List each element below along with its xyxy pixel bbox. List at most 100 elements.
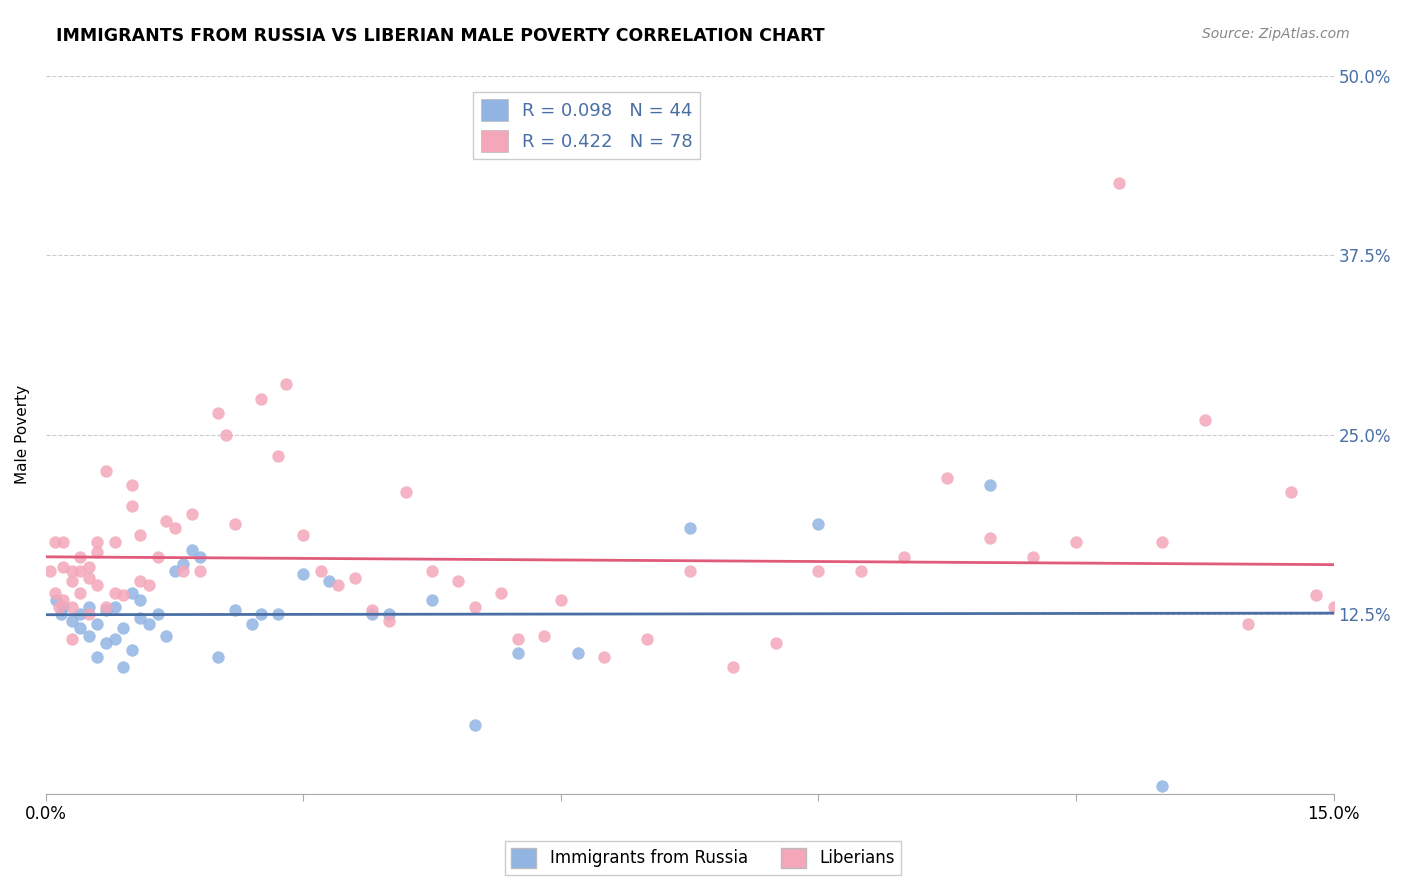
Point: [69, 607, 91, 621]
Point: [1279, 485, 1302, 500]
Point: [224, 516, 246, 531]
Point: [679, 564, 702, 578]
Point: [104, 599, 127, 614]
Point: [69, 622, 91, 636]
Point: [45, 592, 67, 607]
Point: [1305, 589, 1327, 603]
Point: [86, 535, 108, 549]
Point: [979, 531, 1001, 545]
Point: [86, 545, 108, 559]
Point: [506, 646, 529, 660]
Point: [447, 574, 470, 588]
Point: [893, 549, 915, 564]
Point: [146, 607, 169, 621]
Legend: Immigrants from Russia, Liberians: Immigrants from Russia, Liberians: [505, 841, 901, 875]
Point: [361, 607, 384, 621]
Point: [378, 615, 401, 629]
Point: [361, 603, 384, 617]
Point: [224, 603, 246, 617]
Point: [52, 592, 75, 607]
Point: [1322, 599, 1344, 614]
Point: [343, 571, 366, 585]
Point: [163, 521, 186, 535]
Point: [1340, 780, 1362, 794]
Point: [112, 589, 135, 603]
Point: [1150, 535, 1173, 549]
Point: [378, 607, 401, 621]
Point: [121, 643, 143, 657]
Point: [326, 578, 349, 592]
Point: [464, 717, 486, 731]
Point: [94, 463, 117, 477]
Point: [121, 585, 143, 599]
Point: [506, 632, 529, 646]
Point: [1194, 413, 1216, 427]
Point: [464, 599, 486, 614]
Point: [765, 636, 787, 650]
Point: [69, 549, 91, 564]
Point: [146, 549, 169, 564]
Point: [420, 564, 443, 578]
Point: [39, 564, 62, 578]
Point: [94, 636, 117, 650]
Point: [104, 585, 127, 599]
Point: [190, 564, 212, 578]
Point: [1022, 549, 1045, 564]
Point: [77, 607, 100, 621]
Point: [77, 629, 100, 643]
Y-axis label: Male Poverty: Male Poverty: [15, 385, 30, 484]
Point: [155, 514, 177, 528]
Point: [240, 617, 263, 632]
Point: [420, 592, 443, 607]
Point: [1340, 765, 1362, 780]
Point: [86, 578, 108, 592]
Point: [1236, 617, 1258, 632]
Point: [249, 392, 271, 406]
Point: [249, 607, 271, 621]
Point: [60, 599, 83, 614]
Point: [1064, 535, 1087, 549]
Legend: R = 0.098   N = 44, R = 0.422   N = 78: R = 0.098 N = 44, R = 0.422 N = 78: [474, 92, 700, 160]
Point: [215, 427, 238, 442]
Point: [309, 564, 332, 578]
Point: [94, 603, 117, 617]
Point: [69, 564, 91, 578]
Point: [129, 611, 152, 625]
Point: [86, 650, 108, 665]
Point: [155, 629, 177, 643]
Point: [679, 521, 702, 535]
Point: [77, 559, 100, 574]
Point: [979, 478, 1001, 492]
Point: [276, 377, 298, 392]
Point: [138, 617, 160, 632]
Point: [851, 564, 873, 578]
Text: Source: ZipAtlas.com: Source: ZipAtlas.com: [1202, 27, 1350, 41]
Point: [52, 559, 75, 574]
Point: [292, 528, 315, 542]
Point: [533, 629, 555, 643]
Point: [207, 406, 229, 420]
Point: [207, 650, 229, 665]
Point: [395, 485, 418, 500]
Point: [69, 585, 91, 599]
Point: [121, 500, 143, 514]
Point: [163, 564, 186, 578]
Point: [807, 516, 830, 531]
Point: [1108, 176, 1130, 190]
Point: [936, 471, 959, 485]
Point: [1365, 427, 1388, 442]
Point: [567, 646, 589, 660]
Point: [636, 632, 658, 646]
Point: [52, 599, 75, 614]
Point: [52, 535, 75, 549]
Point: [180, 542, 202, 557]
Point: [44, 535, 66, 549]
Point: [807, 564, 830, 578]
Point: [267, 607, 290, 621]
Point: [104, 535, 127, 549]
Point: [121, 478, 143, 492]
Point: [489, 585, 512, 599]
Point: [172, 557, 194, 571]
Point: [60, 564, 83, 578]
Point: [112, 660, 135, 674]
